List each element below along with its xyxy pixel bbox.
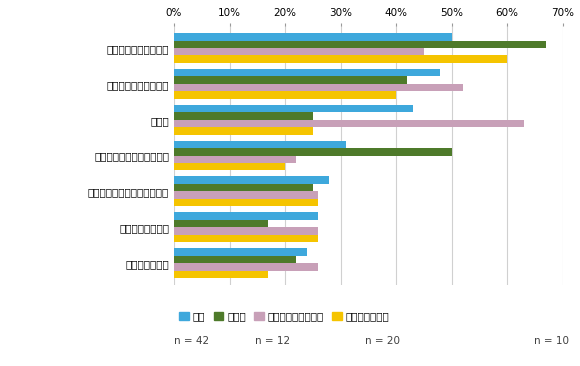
- Bar: [174, 56, 507, 63]
- Bar: [174, 235, 318, 242]
- Bar: [174, 112, 313, 120]
- Bar: [174, 220, 269, 227]
- Bar: [174, 92, 396, 99]
- Bar: [174, 163, 285, 171]
- Text: n = 42: n = 42: [174, 336, 209, 346]
- Text: n = 20: n = 20: [365, 336, 400, 346]
- Bar: [174, 48, 424, 56]
- Bar: [174, 191, 318, 199]
- Bar: [174, 199, 318, 206]
- Bar: [174, 120, 524, 127]
- Bar: [174, 255, 296, 263]
- Legend: 合計, 購入者, データプロバイダー, データ分析受託: 合計, 購入者, データプロバイダー, データ分析受託: [179, 311, 390, 321]
- Bar: [174, 227, 318, 235]
- Bar: [174, 270, 269, 278]
- Text: n = 10: n = 10: [534, 336, 568, 346]
- Bar: [174, 148, 452, 156]
- Bar: [174, 248, 307, 255]
- Bar: [174, 141, 346, 148]
- Bar: [174, 84, 463, 92]
- Bar: [174, 33, 452, 41]
- Bar: [174, 184, 313, 191]
- Bar: [174, 176, 329, 184]
- Bar: [174, 69, 440, 76]
- Bar: [174, 127, 313, 135]
- Bar: [174, 76, 407, 84]
- Bar: [174, 105, 413, 112]
- Bar: [174, 263, 318, 270]
- Text: n = 12: n = 12: [255, 336, 291, 346]
- Bar: [174, 212, 318, 220]
- Bar: [174, 41, 546, 48]
- Bar: [174, 156, 296, 163]
